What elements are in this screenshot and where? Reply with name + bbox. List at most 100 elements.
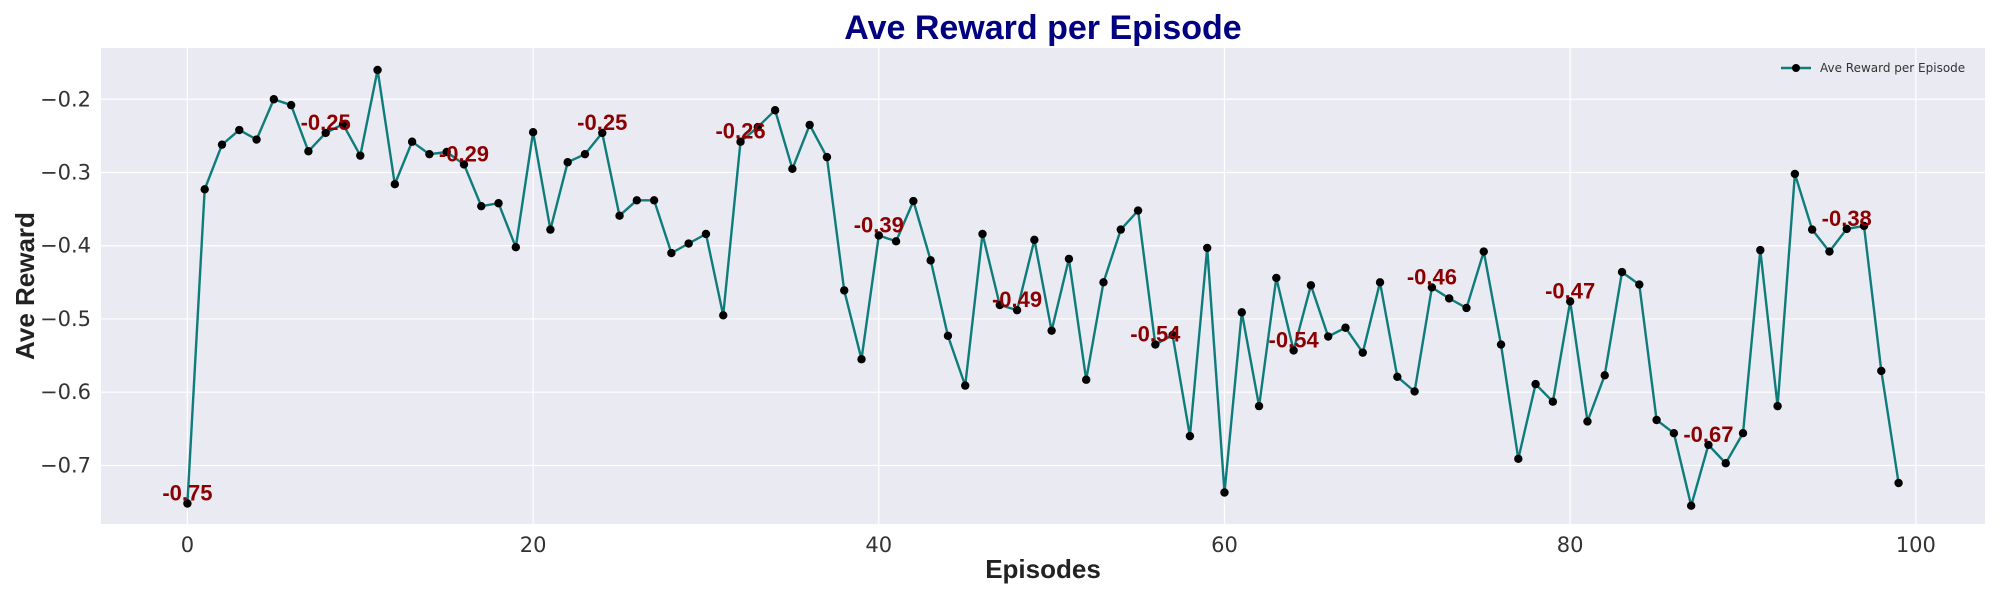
y-tick-label: −0.6 [40,380,91,404]
data-point [286,100,296,110]
data-point [701,229,711,239]
data-point [1548,397,1558,406]
data-point [1012,305,1022,315]
data-point [494,199,503,208]
value-annotation: -0.26 [715,119,765,144]
data-point [753,122,763,132]
data-point [459,160,469,169]
data-point [1341,323,1350,332]
data-point [770,106,780,115]
data-point [1203,243,1212,253]
data-point [1531,379,1540,389]
data-point [1082,375,1091,384]
data-point [373,65,382,75]
value-annotation: -0.75 [162,480,212,505]
data-point [1600,371,1609,380]
data-point [1842,224,1851,234]
data-point [1479,247,1488,256]
data-point [874,231,883,240]
data-point [1133,206,1143,215]
y-tick-label: −0.3 [40,160,91,184]
data-point [1237,308,1246,317]
data-point [546,225,555,234]
data-point [442,147,451,157]
data-point [1393,372,1402,382]
legend: Ave Reward per Episode [1781,61,1965,75]
y-tick-labels: −0.7 −0.6 −0.5 −0.4 −0.3 −0.2 [40,87,91,477]
data-point [1721,459,1730,468]
x-tick-label: 0 [181,533,194,557]
data-point [1859,221,1869,231]
data-point [667,248,676,258]
data-point [235,125,244,135]
data-point [580,149,590,159]
data-point [632,196,642,205]
data-point [891,237,901,246]
value-annotation: -0.67 [1683,422,1733,447]
data-point [822,152,832,162]
data-point [1116,225,1125,234]
data-points [183,65,1903,510]
value-annotation: -0.25 [577,110,627,135]
value-annotation: -0.49 [992,287,1042,312]
data-point [1272,273,1281,283]
data-point [1825,247,1834,256]
x-tick-label: 60 [1211,533,1238,557]
data-point [788,164,797,174]
data-point [1030,235,1039,245]
value-annotation: -0.39 [854,212,904,237]
chart-title: Ave Reward per Episode [844,9,1241,47]
series-line [186,69,1900,511]
data-point [1704,440,1713,450]
data-point [805,120,814,130]
legend-entry: Ave Reward per Episode [1820,61,1965,75]
data-point [1894,478,1903,488]
data-point [1617,267,1627,277]
data-point [528,128,538,137]
data-point [1652,415,1661,425]
data-point [1565,297,1575,306]
data-point [943,331,953,340]
data-point [1427,283,1437,292]
data-point [1254,401,1264,411]
data-point [978,229,987,239]
data-point [1323,332,1333,341]
x-tick-label: 40 [865,533,892,557]
data-point [1738,428,1748,438]
data-point [407,137,417,146]
data-point [961,381,970,390]
data-point [1514,454,1523,464]
data-point [356,151,365,160]
data-point [1756,245,1765,255]
data-point [1635,280,1644,289]
data-point [909,196,918,206]
value-annotation: -0.54 [1269,327,1320,352]
data-point [857,355,866,364]
y-tick-label: −0.5 [40,307,91,331]
data-point [338,119,348,129]
data-point [1099,278,1108,287]
data-point [1444,294,1454,303]
data-point [563,158,572,167]
data-point [1877,366,1886,376]
data-point [1168,330,1177,340]
data-point [1773,401,1782,411]
data-point [477,201,486,211]
data-point [719,311,728,320]
data-point [1358,348,1367,357]
data-point [321,128,330,138]
data-point [1289,346,1298,355]
data-point [511,242,521,252]
data-point [1686,501,1696,510]
x-tick-label: 80 [1557,533,1584,557]
value-annotation: -0.54 [1130,322,1181,347]
value-annotation: -0.25 [301,110,351,135]
x-axis-label: Episodes [985,554,1101,584]
data-point [252,135,261,144]
x-tick-labels: 0 20 40 60 80 100 [181,533,1936,557]
data-point [1151,340,1160,349]
data-point [995,300,1004,310]
data-point [1410,387,1419,396]
x-tick-label: 100 [1896,533,1936,557]
data-point [684,239,693,248]
